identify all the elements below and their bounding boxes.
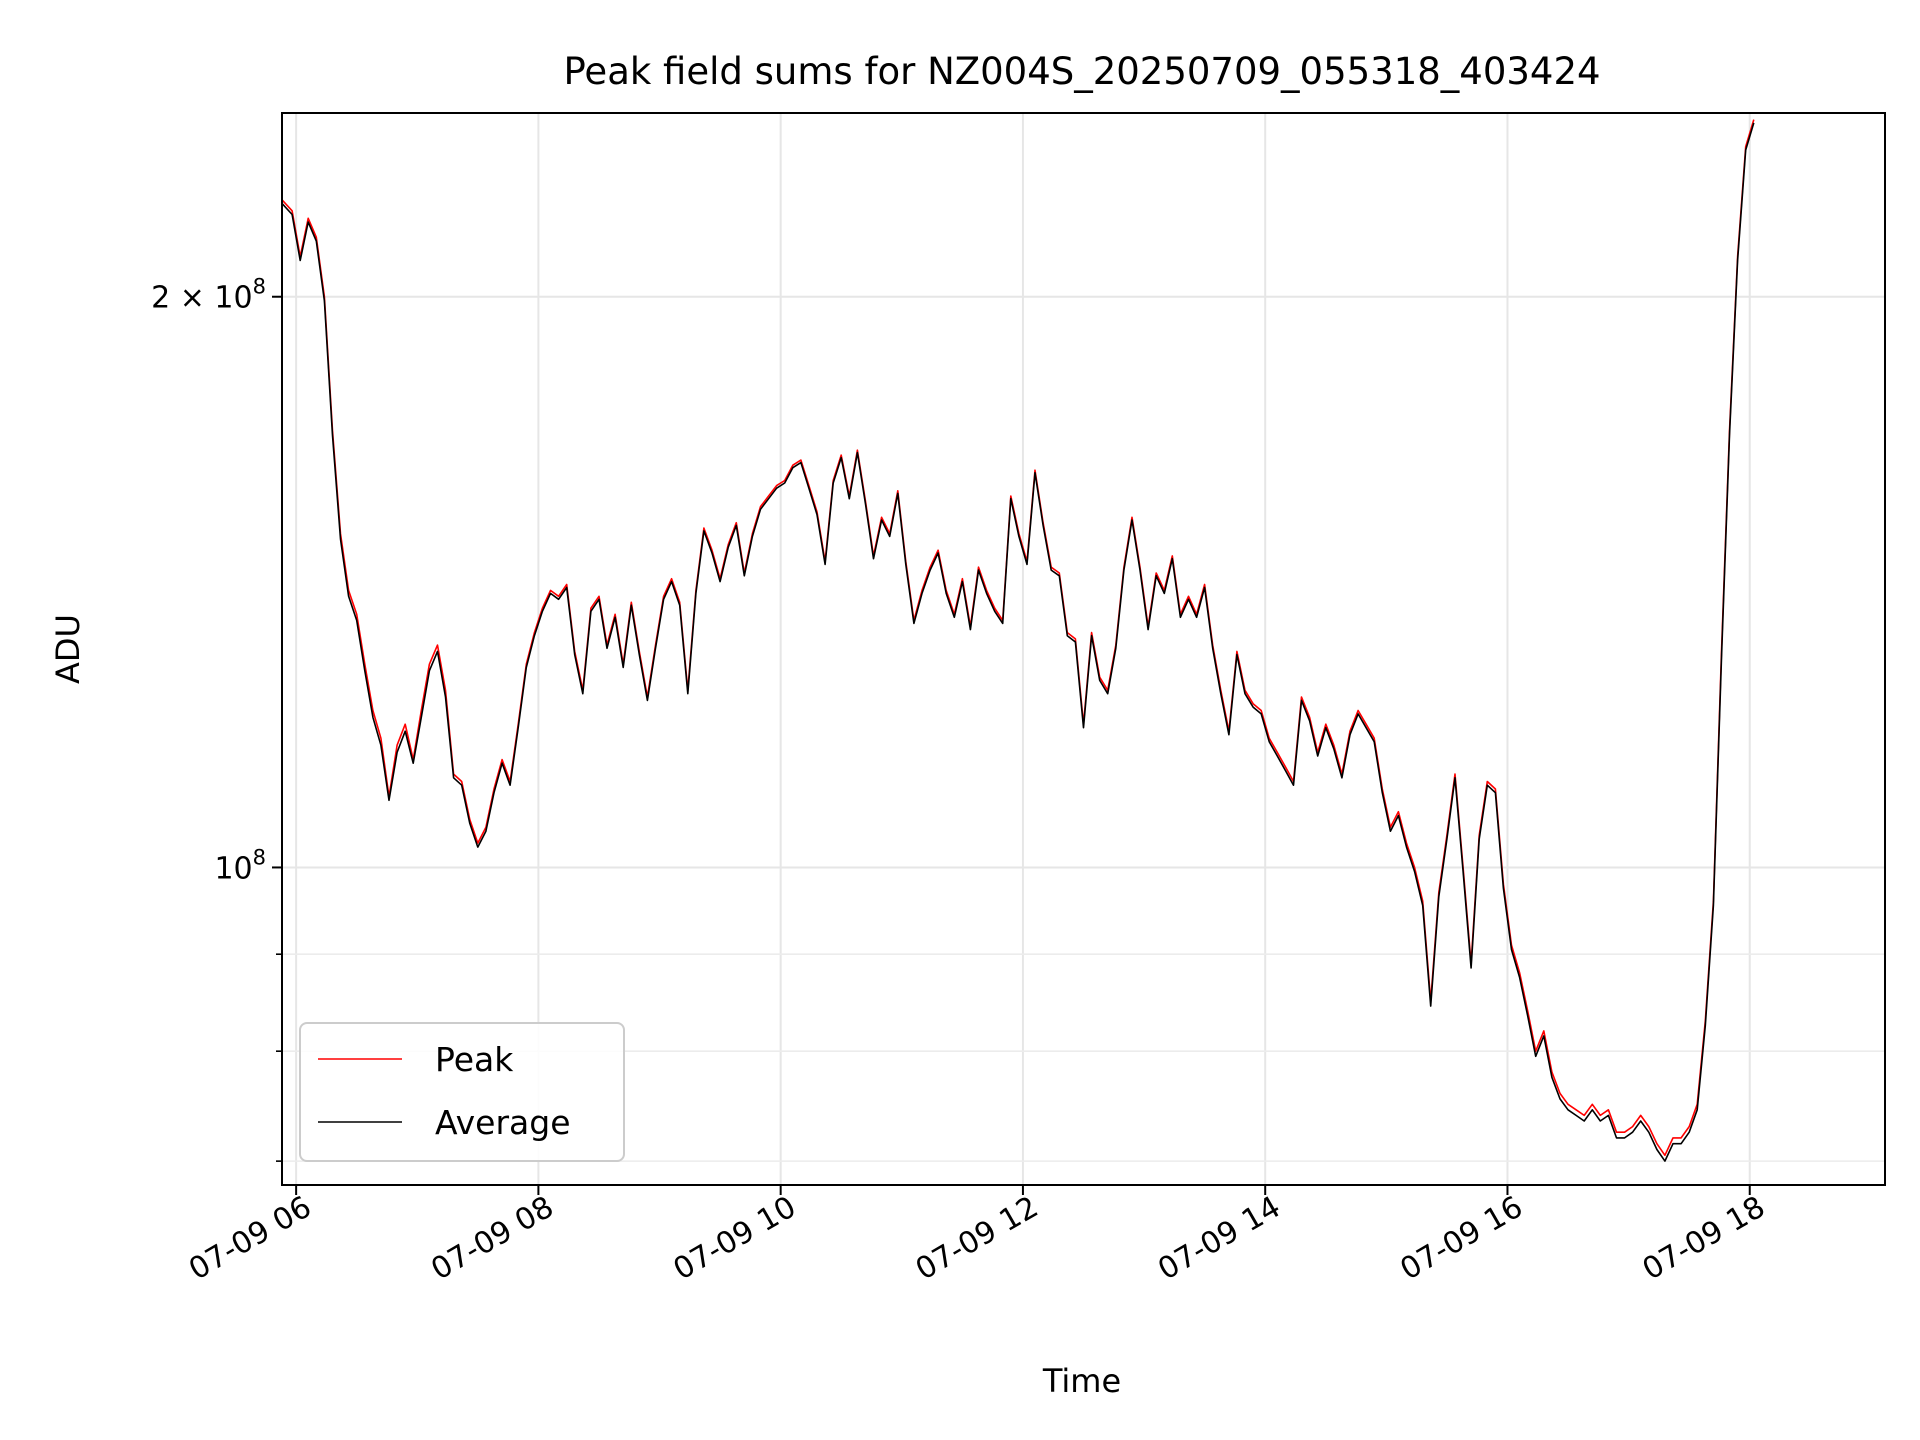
y-axis-label: ADU	[49, 614, 87, 684]
legend: Peak Average	[299, 1022, 625, 1162]
legend-label-average: Average	[435, 1103, 571, 1142]
y-axis: 108 2 × 108	[151, 275, 282, 1162]
y-tick-label: 108	[214, 845, 266, 886]
series-line-average	[282, 122, 1755, 1162]
legend-label-peak: Peak	[435, 1040, 514, 1079]
series-layer	[282, 119, 1755, 1162]
x-axis-label: Time	[1042, 1362, 1121, 1400]
plot-frame	[281, 112, 1886, 1186]
grid	[282, 113, 1885, 1185]
legend-box	[299, 1022, 625, 1162]
y-tick-label: 2 × 108	[151, 275, 266, 316]
chart-title: Peak field sums for NZ004S_20250709_0553…	[563, 50, 1600, 93]
